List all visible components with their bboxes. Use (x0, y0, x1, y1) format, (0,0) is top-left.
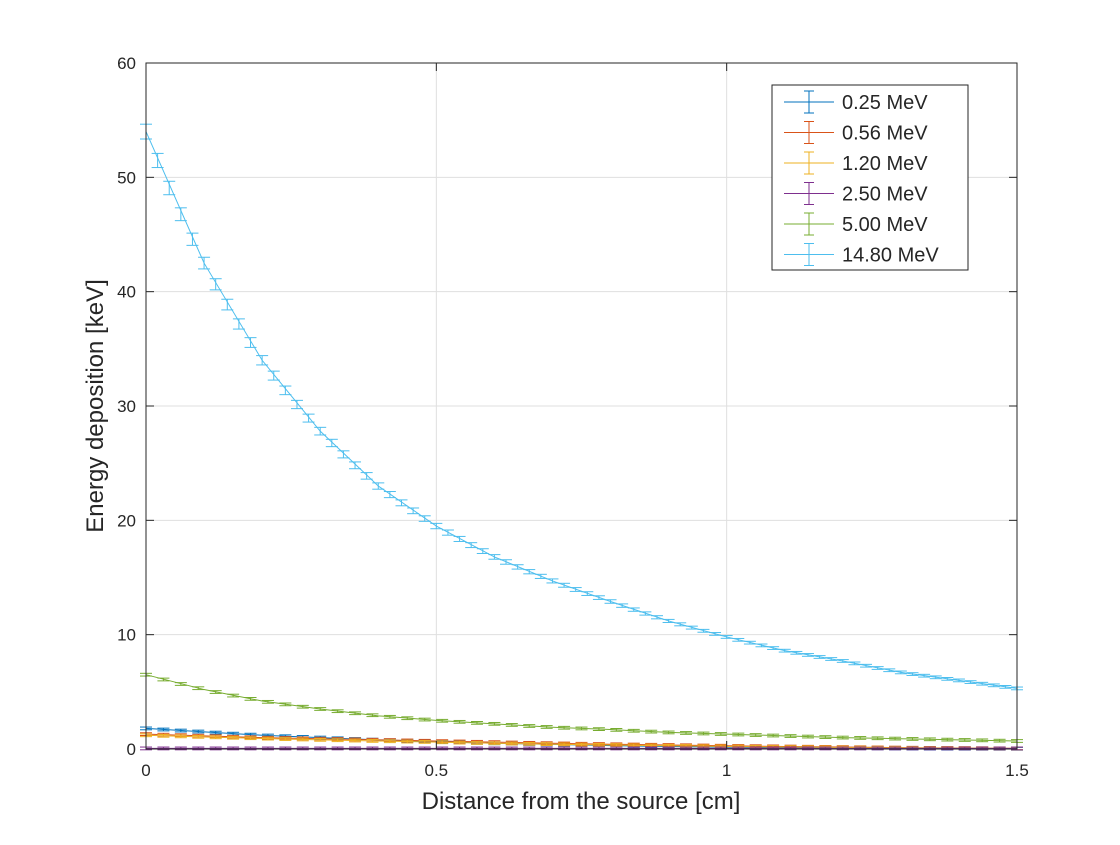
y-tick-label: 20 (117, 511, 136, 530)
x-axis-title: Distance from the source [cm] (422, 788, 741, 815)
axis-ticks: 0 0.5 1 1.5 0 10 20 30 40 50 60 (117, 54, 1029, 780)
x-tick-label: 1 (722, 761, 731, 780)
legend-label: 0.25 MeV (842, 92, 928, 114)
y-tick-label: 0 (127, 740, 136, 759)
legend: 0.25 MeV 0.56 MeV 1.20 MeV 2.50 MeV 5.00 MeV… (771, 84, 969, 271)
x-tick-label: 1.5 (1005, 761, 1029, 780)
x-tick-label: 0.5 (425, 761, 449, 780)
y-tick-label: 30 (117, 397, 136, 416)
legend-label: 1.20 MeV (842, 153, 928, 175)
legend-label: 5.00 MeV (842, 214, 928, 236)
y-tick-label: 10 (117, 626, 136, 645)
legend-label: 14.80 MeV (842, 245, 939, 267)
y-tick-label: 40 (117, 283, 136, 302)
y-axis-title: Energy deposition [keV] (82, 279, 109, 533)
y-tick-label: 50 (117, 168, 136, 187)
legend-label: 0.56 MeV (842, 123, 928, 145)
y-tick-label: 60 (117, 54, 136, 73)
series-14-80-MeV (140, 123, 1023, 691)
x-tick-label: 0 (141, 761, 150, 780)
legend-box (771, 84, 969, 271)
legend-label: 2.50 MeV (842, 184, 928, 206)
series-5-00-MeV (140, 672, 1023, 743)
